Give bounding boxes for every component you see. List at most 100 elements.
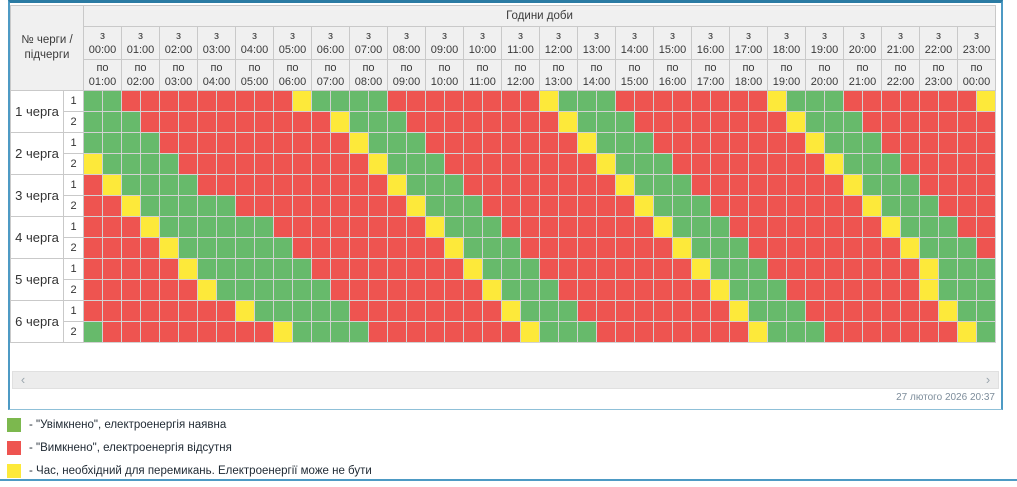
slot-cell — [596, 174, 616, 196]
slot-cell — [349, 258, 369, 280]
hour-from-prefix: з — [213, 29, 220, 42]
slot-cell — [501, 237, 521, 259]
slot-cell — [653, 195, 673, 217]
slot-cell — [387, 258, 407, 280]
hour-from-time: 10:00 — [468, 44, 497, 56]
slot-cell — [159, 216, 179, 238]
slot-cell — [368, 258, 388, 280]
slot-cell — [387, 153, 407, 175]
slot-cell — [843, 153, 863, 175]
slot-cell — [976, 237, 996, 259]
slot-cell — [786, 237, 806, 259]
slot-cell — [102, 300, 122, 322]
slot-cell — [83, 300, 103, 322]
slot-cell — [862, 300, 882, 322]
scroll-left-icon[interactable]: ‹ — [20, 372, 26, 387]
hour-to-time: 04:00 — [202, 76, 231, 88]
slot-cell — [539, 300, 559, 322]
slot-cell — [311, 279, 331, 301]
slot-cell — [387, 321, 407, 343]
slot-cell — [577, 258, 597, 280]
slot-cell — [710, 237, 730, 259]
slot-cell — [482, 279, 502, 301]
slot-cell — [197, 195, 217, 217]
slot-cell — [463, 153, 483, 175]
slot-cell — [634, 237, 654, 259]
slot-cell — [368, 279, 388, 301]
slot-cell — [596, 111, 616, 133]
slot-cell — [501, 321, 521, 343]
slot-cell — [463, 237, 483, 259]
hour-from-prefix: з — [327, 29, 334, 42]
slot-cell — [387, 90, 407, 112]
slot-cell — [349, 153, 369, 175]
slot-cell — [919, 195, 939, 217]
slot-cell — [881, 153, 901, 175]
scroll-right-icon[interactable]: › — [985, 372, 991, 387]
slot-cell — [102, 237, 122, 259]
slot-cell — [938, 174, 958, 196]
slot-cell — [634, 174, 654, 196]
hour-to-time: 23:00 — [924, 76, 953, 88]
hour-from-time: 19:00 — [810, 44, 839, 56]
slot-cell — [539, 90, 559, 112]
hour-column-from-header: з 05:00 — [273, 26, 312, 60]
hour-column-to-header: по 06:00 — [273, 59, 312, 91]
hour-column-to-header: по 18:00 — [729, 59, 768, 91]
hour-column-from-header: з 16:00 — [691, 26, 730, 60]
slot-cell — [539, 279, 559, 301]
subqueue-label: 2 — [63, 237, 84, 259]
hour-from-time: 09:00 — [430, 44, 459, 56]
slot-cell — [843, 111, 863, 133]
corner-header: № черги / підчерги — [10, 5, 84, 91]
slot-cell — [520, 279, 540, 301]
hour-column-to-header: по 02:00 — [121, 59, 160, 91]
slot-cell — [292, 174, 312, 196]
slot-cell — [938, 321, 958, 343]
slot-cell — [767, 258, 787, 280]
slot-cell — [254, 321, 274, 343]
slot-cell — [938, 153, 958, 175]
slot-cell — [368, 237, 388, 259]
slot-cell — [900, 153, 920, 175]
hour-column-to-header: по 07:00 — [311, 59, 350, 91]
hours-of-day-header: Години доби — [83, 5, 996, 27]
slot-cell — [444, 258, 464, 280]
slot-cell — [710, 300, 730, 322]
queue-row: 2 — [11, 111, 996, 133]
slot-cell — [444, 195, 464, 217]
slot-cell — [691, 132, 711, 154]
slot-cell — [387, 300, 407, 322]
slot-cell — [273, 90, 293, 112]
horizontal-scrollbar[interactable]: ‹ › — [12, 371, 999, 389]
slot-cell — [501, 258, 521, 280]
slot-cell — [691, 300, 711, 322]
slot-cell — [387, 216, 407, 238]
slot-cell — [748, 174, 768, 196]
slot-cell — [767, 111, 787, 133]
slot-cell — [558, 237, 578, 259]
slot-cell — [919, 174, 939, 196]
slot-cell — [805, 216, 825, 238]
slot-cell — [919, 153, 939, 175]
slot-cell — [767, 132, 787, 154]
slot-cell — [520, 132, 540, 154]
slot-cell — [881, 111, 901, 133]
legend-swatch-off — [7, 441, 21, 455]
slot-cell — [767, 174, 787, 196]
slot-cell — [121, 111, 141, 133]
hour-to-prefix: по — [590, 61, 603, 74]
slot-cell — [615, 174, 635, 196]
slot-cell — [463, 195, 483, 217]
slot-cell — [691, 90, 711, 112]
hour-to-time: 19:00 — [772, 76, 801, 88]
slot-cell — [330, 258, 350, 280]
hour-from-prefix: з — [441, 29, 448, 42]
slot-cell — [159, 237, 179, 259]
slot-cell — [216, 216, 236, 238]
hour-from-prefix: з — [897, 29, 904, 42]
hour-column-from-header: з 06:00 — [311, 26, 350, 60]
slot-cell — [691, 111, 711, 133]
slot-cell — [102, 195, 122, 217]
hour-column-from-header: з 20:00 — [843, 26, 882, 60]
